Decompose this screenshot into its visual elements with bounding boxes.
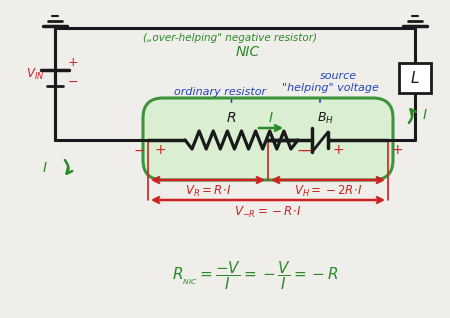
Text: $I$: $I$	[42, 161, 48, 175]
Bar	[399, 63, 431, 93]
Text: $+$: $+$	[154, 143, 166, 157]
FancyBboxPatch shape	[143, 98, 393, 180]
Text: („over-helping" negative resistor): („over-helping" negative resistor)	[143, 33, 317, 43]
Text: ordinary resistor: ordinary resistor	[174, 87, 266, 97]
Text: $+$: $+$	[332, 143, 344, 157]
Text: $V_R=R\!\cdot\!I$: $V_R=R\!\cdot\!I$	[185, 183, 231, 198]
Text: "helping" voltage: "helping" voltage	[282, 83, 378, 93]
Text: $R_{_{NIC}}=\dfrac{-V}{I}=-\dfrac{V}{I}=-R$: $R_{_{NIC}}=\dfrac{-V}{I}=-\dfrac{V}{I}=…	[171, 259, 338, 292]
Text: $V_{-R}=-R\!\cdot\!I$: $V_{-R}=-R\!\cdot\!I$	[234, 204, 302, 219]
Text: $L$: $L$	[410, 70, 420, 86]
Text: $V_{IN}$: $V_{IN}$	[26, 66, 44, 81]
Text: $+$: $+$	[68, 57, 79, 70]
Text: $R$: $R$	[226, 111, 237, 125]
Text: $-$: $-$	[296, 143, 308, 157]
Text: $I$: $I$	[268, 111, 274, 125]
Text: $-$: $-$	[133, 143, 145, 157]
Text: $V_H=-2R\!\cdot\!I$: $V_H=-2R\!\cdot\!I$	[294, 183, 362, 198]
Text: $-$: $-$	[300, 143, 312, 157]
Text: NIC: NIC	[236, 45, 260, 59]
Text: $I$: $I$	[422, 108, 428, 122]
Text: $B_H$: $B_H$	[316, 110, 333, 126]
Text: source: source	[320, 71, 356, 81]
Text: $+$: $+$	[391, 143, 403, 157]
Text: $-$: $-$	[68, 74, 79, 87]
